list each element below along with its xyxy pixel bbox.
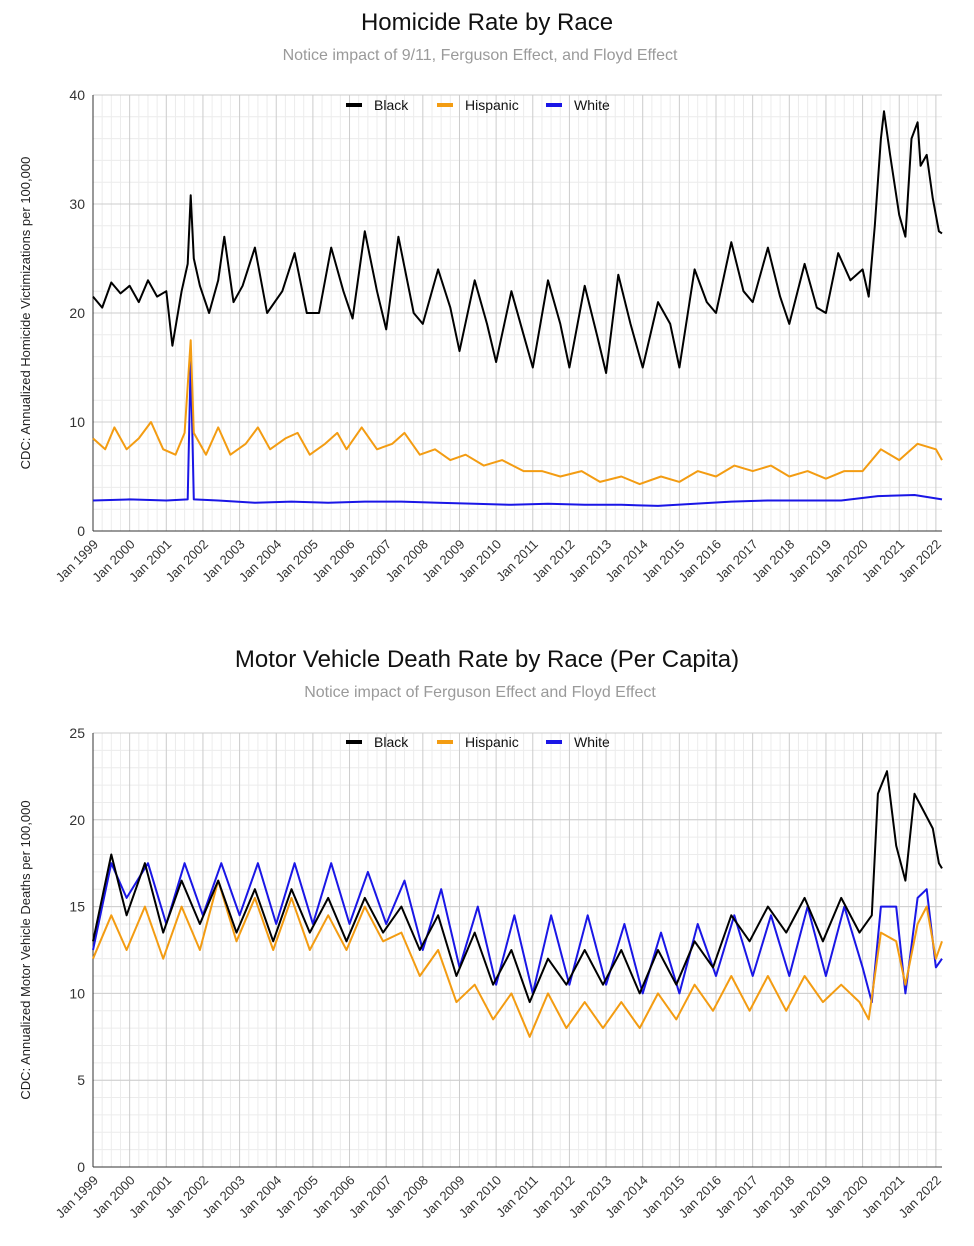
y-tick-label: 30 [69,196,85,212]
y-tick-label: 25 [69,725,85,741]
y-tick-label: 20 [69,305,85,321]
y-tick-label: 15 [69,899,85,915]
series-line-black [92,770,943,1004]
major-gridlines [92,732,942,1168]
legend-label-white: White [574,734,610,750]
minor-gridlines [93,732,942,1168]
series-lines [92,110,943,507]
major-gridlines [92,94,942,532]
chart-subtitle: Notice impact of Ferguson Effect and Flo… [304,684,656,701]
y-tick-label: 40 [69,87,85,103]
homicide-rate-chart: Homicide Rate by Race Notice impact of 9/… [18,9,944,585]
legend-label-hispanic: Hispanic [465,97,519,113]
y-axis-label: CDC: Annualized Homicide Victimizations … [18,157,33,470]
motor-vehicle-death-rate-chart: Motor Vehicle Death Rate by Race (Per Ca… [18,646,944,1221]
y-tick-label: 10 [69,985,85,1001]
y-tick-label: 10 [69,414,85,430]
legend-label-white: White [574,97,610,113]
series-lines [92,770,943,1038]
legend: Black Hispanic White [346,734,610,750]
legend-label-hispanic: Hispanic [465,734,519,750]
series-line-white [92,862,943,1004]
chart-title: Motor Vehicle Death Rate by Race (Per Ca… [235,646,739,673]
legend: Black Hispanic White [346,97,610,113]
y-tick-label: 5 [77,1072,85,1088]
chart-title: Homicide Rate by Race [361,9,613,36]
series-line-hispanic [92,879,943,1038]
y-axis-label: CDC: Annualized Motor Vehicle Deaths per… [18,800,33,1099]
y-tick-label: 0 [77,523,85,539]
y-tick-label: 0 [77,1159,85,1175]
legend-label-black: Black [374,734,409,750]
legend-label-black: Black [374,97,409,113]
chart-subtitle: Notice impact of 9/11, Ferguson Effect, … [283,47,678,64]
series-line-white [92,357,943,507]
series-line-black [92,110,943,374]
y-tick-label: 20 [69,812,85,828]
series-line-hispanic [92,339,943,486]
